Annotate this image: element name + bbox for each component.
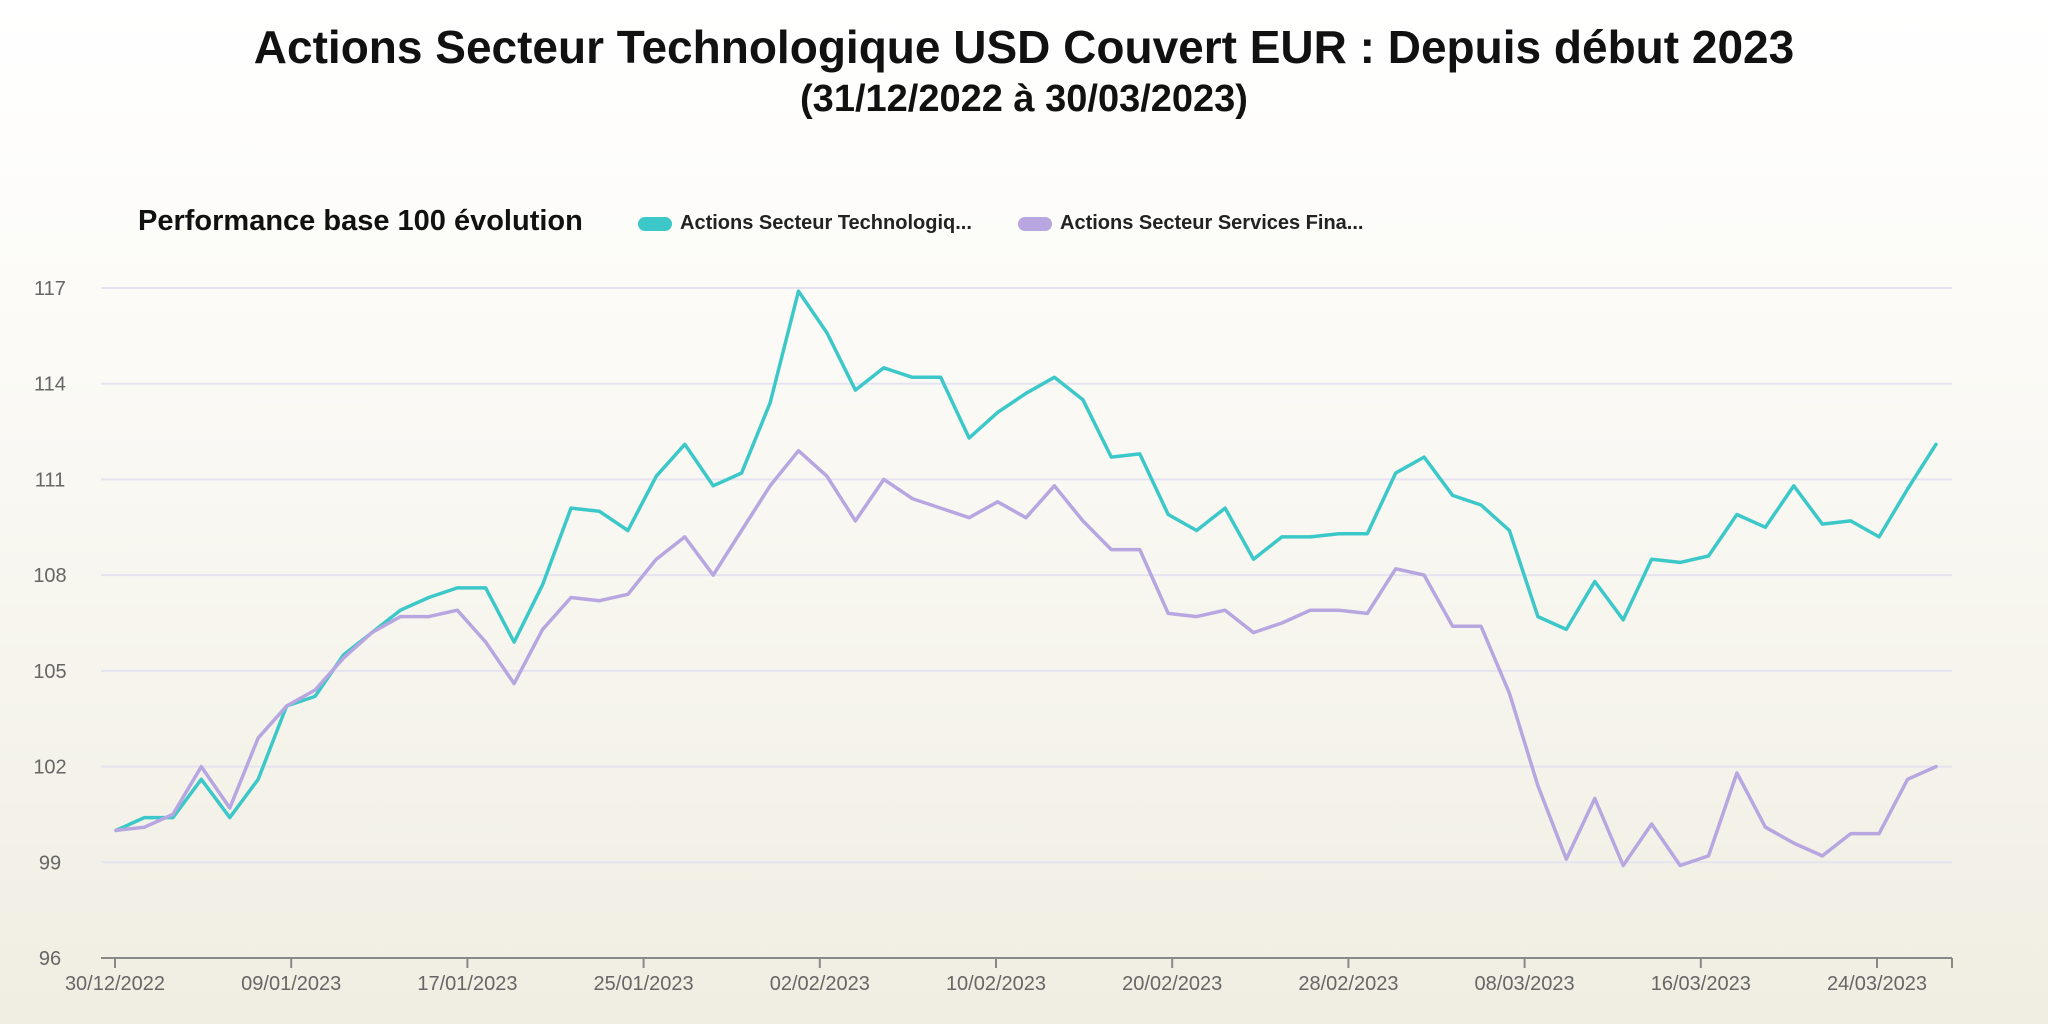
- y-tick-label: 102: [33, 757, 66, 779]
- y-tick-label: 105: [33, 661, 66, 683]
- x-tick-label: 09/01/2023: [241, 973, 341, 995]
- series-line-fin: [114, 448, 1938, 868]
- x-tick-label: 20/02/2023: [1122, 973, 1222, 995]
- x-tick-label: 28/02/2023: [1298, 973, 1398, 995]
- panel-title: Performance base 100 évolution: [138, 205, 583, 237]
- legend-swatch-fin: [1018, 216, 1052, 231]
- y-tick-label: 108: [33, 565, 66, 587]
- x-tick-label: 08/03/2023: [1475, 973, 1575, 995]
- chart-subtitle: (31/12/2022 à 30/03/2023): [800, 78, 1248, 120]
- legend-item-tech[interactable]: Actions Secteur Technologiq...: [638, 212, 972, 235]
- x-tick-label: 30/12/2022: [65, 973, 165, 995]
- legend-swatch-tech: [638, 216, 672, 231]
- x-tick-label: 16/03/2023: [1651, 973, 1751, 995]
- x-tick-label: 10/02/2023: [946, 973, 1046, 995]
- series-line-tech: [114, 289, 1938, 833]
- y-tick-label: 111: [35, 469, 65, 491]
- y-tick-label: 114: [34, 374, 66, 396]
- legend-label-fin: Actions Secteur Services Fina...: [1060, 212, 1364, 234]
- chart-title: Actions Secteur Technologique USD Couver…: [253, 21, 1795, 73]
- y-tick-label: 96: [39, 948, 61, 970]
- y-tick-label: 99: [39, 852, 61, 874]
- x-tick-label: 17/01/2023: [417, 973, 517, 995]
- y-tick-label: 117: [34, 278, 66, 300]
- x-tick-label: 25/01/2023: [594, 973, 694, 995]
- legend-item-fin[interactable]: Actions Secteur Services Fina...: [1018, 212, 1363, 235]
- x-tick-label: 24/03/2023: [1827, 973, 1927, 995]
- x-tick-label: 02/02/2023: [770, 973, 870, 995]
- legend-label-tech: Actions Secteur Technologiq...: [680, 212, 972, 234]
